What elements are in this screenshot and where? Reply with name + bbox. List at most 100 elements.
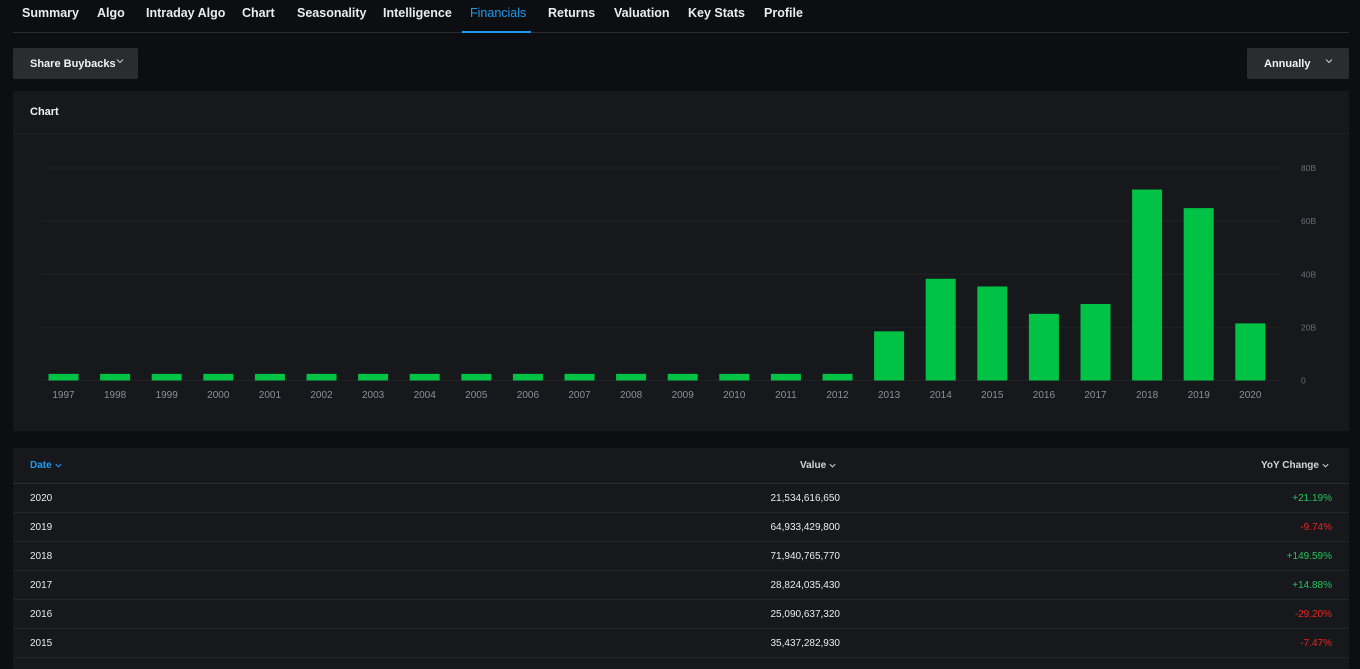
row-date: 2019	[30, 522, 53, 533]
bar-chart: 0 20B 40B 60B 80B 1997 1998 1999 2000 2001 2002 200…	[42, 163, 1316, 401]
tab-chart[interactable]: Chart	[242, 6, 275, 20]
table-row[interactable]: 2018 71,940,765,770 +149.59%	[13, 542, 1349, 571]
bar-2012[interactable]	[822, 373, 853, 381]
row-value: 71,940,765,770	[770, 551, 840, 562]
x-tick-label: 2012	[826, 390, 849, 401]
tab-algo[interactable]: Algo	[97, 6, 125, 20]
bar-2018[interactable]	[1132, 189, 1163, 381]
top-nav: Summary Algo Intraday Algo Chart Seasona…	[0, 0, 1360, 34]
row-date: 2017	[30, 580, 53, 591]
bar-2019[interactable]	[1183, 208, 1214, 381]
date-column-label: Date	[30, 460, 52, 471]
row-yoy-change: +149.59%	[1286, 551, 1332, 562]
active-tab-indicator	[462, 31, 531, 33]
x-tick-label: 2004	[414, 390, 437, 401]
bar-2011[interactable]	[770, 373, 801, 381]
row-date: 2015	[30, 638, 53, 649]
x-tick-label: 2008	[620, 390, 643, 401]
table-row[interactable]: 2017 28,824,035,430 +14.88%	[13, 571, 1349, 600]
tab-intraday-algo[interactable]: Intraday Algo	[146, 6, 226, 20]
tab-summary[interactable]: Summary	[22, 6, 79, 20]
tab-seasonality[interactable]: Seasonality	[297, 6, 367, 20]
x-tick-label: 2010	[723, 390, 746, 401]
tab-intelligence[interactable]: Intelligence	[383, 6, 452, 20]
row-yoy-change: +14.88%	[1292, 580, 1332, 591]
table-row[interactable]: 2019 64,933,429,800 -9.74%	[13, 513, 1349, 542]
x-tick-label: 2002	[310, 390, 333, 401]
row-yoy-change: -9.74%	[1300, 522, 1332, 533]
bar-2007[interactable]	[564, 373, 595, 381]
row-date: 2020	[30, 493, 53, 504]
row-yoy-change: +21.19%	[1292, 493, 1332, 504]
bar-2005[interactable]	[461, 373, 492, 381]
y-tick-label: 80B	[1301, 163, 1316, 173]
bar-2002[interactable]	[306, 373, 337, 381]
chevron-down-icon	[829, 463, 836, 468]
x-tick-label: 2017	[1084, 390, 1107, 401]
bar-2008[interactable]	[616, 373, 647, 381]
chevron-down-icon	[1325, 59, 1333, 64]
row-value: 35,437,282,930	[770, 638, 840, 649]
x-tick-label: 2003	[362, 390, 385, 401]
tab-profile[interactable]: Profile	[764, 6, 803, 20]
chevron-down-icon	[55, 463, 62, 468]
bar-2009[interactable]	[667, 373, 698, 381]
x-tick-label: 2018	[1136, 390, 1159, 401]
yoy-change-column-header[interactable]: YoY Change	[1261, 460, 1330, 471]
row-value: 64,933,429,800	[770, 522, 840, 533]
x-tick-label: 2016	[1033, 390, 1056, 401]
y-tick-label: 20B	[1301, 322, 1316, 332]
y-tick-label: 0	[1301, 376, 1306, 386]
bar-2004[interactable]	[409, 373, 440, 381]
bar-2020[interactable]	[1235, 323, 1266, 381]
row-yoy-change: -7.47%	[1300, 638, 1332, 649]
y-tick-label: 40B	[1301, 269, 1316, 279]
period-select[interactable]: Annually	[1247, 48, 1349, 79]
x-tick-label: 2007	[568, 390, 591, 401]
tab-returns[interactable]: Returns	[548, 6, 596, 20]
table-row[interactable]: 2016 25,090,637,320 -29.20%	[13, 600, 1349, 629]
x-tick-label: 2000	[207, 390, 230, 401]
x-tick-label: 2020	[1239, 390, 1262, 401]
yoy-change-column-label: YoY Change	[1261, 460, 1319, 471]
value-column-header[interactable]: Value	[800, 460, 837, 471]
bar-1999[interactable]	[151, 373, 182, 381]
row-date: 2018	[30, 551, 53, 562]
bar-2006[interactable]	[512, 373, 543, 381]
data-table: Date Value YoY Change 2020 21,534,616,650…	[13, 448, 1349, 669]
x-tick-label: 2001	[259, 390, 282, 401]
x-tick-label: 1999	[156, 390, 179, 401]
x-tick-label: 2019	[1188, 390, 1211, 401]
date-column-header[interactable]: Date	[30, 460, 63, 471]
x-tick-label: 1998	[104, 390, 127, 401]
bar-2013[interactable]	[874, 331, 905, 381]
bar-1998[interactable]	[100, 373, 131, 381]
x-tick-label: 2014	[930, 390, 953, 401]
nav-divider	[13, 32, 1349, 33]
x-tick-label: 2009	[672, 390, 695, 401]
chart-panel: 0 20B 40B 60B 80B 1997 1998 1999 2000 2001 2002 200…	[13, 91, 1349, 431]
tab-key-stats[interactable]: Key Stats	[688, 6, 745, 20]
metric-select-value: Share Buybacks	[30, 58, 116, 70]
bar-2016[interactable]	[1028, 313, 1059, 381]
bar-2010[interactable]	[719, 373, 750, 381]
metric-select[interactable]: Share Buybacks	[13, 48, 138, 79]
bar-2014[interactable]	[925, 278, 956, 381]
bar-2015[interactable]	[977, 286, 1008, 381]
y-tick-label: 60B	[1301, 216, 1316, 226]
row-date: 2016	[30, 609, 53, 620]
tab-valuation[interactable]: Valuation	[614, 6, 670, 20]
x-tick-label: 1997	[52, 390, 75, 401]
chart-title: Chart	[30, 106, 59, 118]
x-tick-label: 2005	[465, 390, 488, 401]
period-select-value: Annually	[1264, 58, 1311, 70]
bar-2003[interactable]	[358, 373, 389, 381]
bar-2001[interactable]	[254, 373, 285, 381]
table-row[interactable]: 2020 21,534,616,650 +21.19%	[13, 484, 1349, 513]
bar-1997[interactable]	[48, 373, 79, 381]
tab-financials[interactable]: Financials	[470, 6, 527, 20]
bar-2000[interactable]	[203, 373, 234, 381]
bar-2017[interactable]	[1080, 304, 1111, 381]
table-row[interactable]: 2015 35,437,282,930 -7.47%	[13, 629, 1349, 658]
table-header: Date Value YoY Change	[13, 448, 1349, 484]
